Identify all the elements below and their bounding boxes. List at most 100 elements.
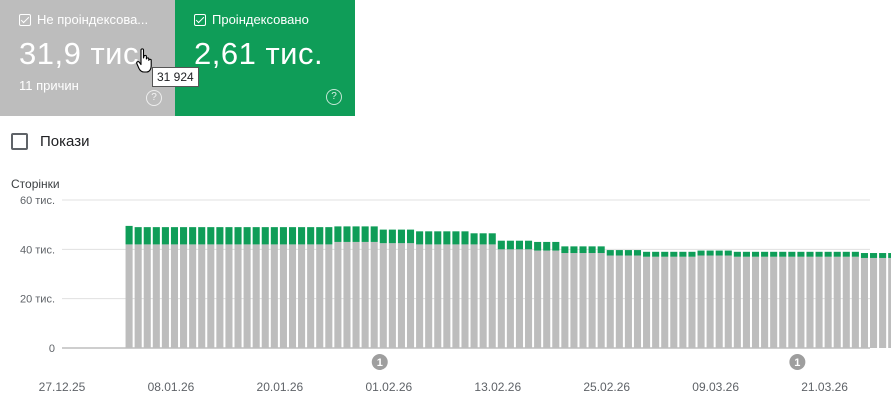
bar-indexed xyxy=(452,231,460,245)
indexed-help-icon[interactable]: ? xyxy=(326,89,342,105)
bar-nonindexed xyxy=(633,255,642,348)
bar-nonindexed xyxy=(779,256,787,348)
bar-nonindexed xyxy=(225,244,233,348)
annotation-marker[interactable] xyxy=(789,354,806,370)
indexed-card-header[interactable]: Проіндексовано xyxy=(194,12,309,27)
bar-nonindexed xyxy=(579,253,587,348)
y-tick-label: 60 тис. xyxy=(20,195,55,207)
nonindexed-checkbox-icon[interactable] xyxy=(19,13,31,26)
bar-indexed xyxy=(207,227,215,245)
bar-nonindexed xyxy=(161,244,169,348)
bar-nonindexed xyxy=(470,244,478,348)
bar-nonindexed xyxy=(697,255,705,348)
bar-indexed xyxy=(815,251,823,257)
bar-indexed xyxy=(406,229,415,244)
bar-nonindexed xyxy=(406,243,415,348)
indexed-checkbox-icon[interactable] xyxy=(194,13,206,26)
bar-nonindexed xyxy=(270,244,278,348)
bar-indexed xyxy=(615,250,623,256)
bar-indexed xyxy=(316,227,324,245)
bar-indexed xyxy=(706,250,714,256)
y-tick-label: 20 тис. xyxy=(20,294,55,306)
bar-nonindexed xyxy=(715,255,723,348)
bar-indexed xyxy=(624,250,632,256)
y-tick-label: 0 xyxy=(49,343,55,355)
bar-nonindexed xyxy=(597,253,605,348)
annotation-label: 1 xyxy=(794,357,800,369)
bar-indexed xyxy=(180,227,188,245)
bar-nonindexed xyxy=(770,256,778,348)
bar-nonindexed xyxy=(552,250,560,348)
x-tick-label: 13.02.26 xyxy=(474,380,521,394)
bar-indexed xyxy=(534,241,542,251)
bar-indexed xyxy=(779,251,787,257)
bar-indexed xyxy=(833,251,841,257)
x-tick-label: 09.03.26 xyxy=(692,380,739,394)
bar-nonindexed xyxy=(343,241,351,348)
bar-nonindexed xyxy=(851,256,859,348)
bar-nonindexed xyxy=(170,244,179,348)
bar-indexed xyxy=(643,251,651,257)
nonindexed-card-header[interactable]: Не проіндексова... xyxy=(19,12,148,27)
bar-indexed xyxy=(125,225,133,245)
bar-nonindexed xyxy=(751,256,760,348)
impressions-checkbox[interactable] xyxy=(11,133,28,150)
bar-indexed xyxy=(506,240,514,250)
bar-nonindexed xyxy=(397,243,405,348)
indexed-card-value: 2,61 тис. xyxy=(194,36,324,71)
bar-indexed xyxy=(579,246,587,254)
bar-indexed xyxy=(134,227,142,245)
bar-indexed xyxy=(842,251,850,257)
bar-nonindexed xyxy=(888,257,891,348)
bar-nonindexed xyxy=(670,256,678,348)
bar-indexed xyxy=(697,250,705,256)
bar-nonindexed xyxy=(761,256,769,348)
bar-indexed xyxy=(797,251,805,257)
y-axis-title: Сторінки xyxy=(11,177,60,191)
x-tick-label: 08.01.26 xyxy=(148,380,195,394)
bar-nonindexed xyxy=(606,255,614,348)
bar-indexed xyxy=(652,251,660,257)
bar-indexed xyxy=(361,226,369,242)
bar-indexed xyxy=(561,246,569,254)
bar-indexed xyxy=(488,233,496,245)
annotation-marker[interactable] xyxy=(371,354,388,370)
bar-indexed xyxy=(688,251,696,257)
bar-indexed xyxy=(161,227,169,245)
bar-indexed xyxy=(497,240,505,250)
bar-indexed xyxy=(470,233,478,245)
bar-nonindexed xyxy=(788,256,796,348)
bar-nonindexed xyxy=(379,243,387,348)
bar-indexed xyxy=(334,226,342,242)
bar-nonindexed xyxy=(679,256,687,348)
pages-chart[interactable]: 0 20 тис. 40 тис. 60 тис. 27.12.25 08.01.26 20… xyxy=(0,190,891,414)
bar-indexed xyxy=(515,240,524,250)
nonindexed-help-icon[interactable]: ? xyxy=(146,90,162,106)
nonindexed-card-label: Не проіндексова... xyxy=(37,12,149,27)
indexed-card-label: Проіндексовано xyxy=(212,12,309,27)
bar-nonindexed xyxy=(334,241,342,348)
bar-indexed xyxy=(279,227,287,245)
bar-indexed xyxy=(425,231,433,245)
bar-nonindexed xyxy=(824,256,832,348)
bar-indexed xyxy=(597,246,605,254)
bar-nonindexed xyxy=(570,253,578,348)
bar-indexed xyxy=(461,231,469,245)
impressions-toggle[interactable]: Покази xyxy=(11,133,89,150)
bar-nonindexed xyxy=(370,241,378,348)
bar-nonindexed xyxy=(134,244,142,348)
bar-indexed xyxy=(307,227,315,245)
bar-indexed xyxy=(860,253,868,258)
bar-indexed xyxy=(243,227,251,245)
bar-nonindexed xyxy=(243,244,251,348)
bar-nonindexed xyxy=(189,244,197,348)
value-tooltip: 31 924 xyxy=(152,67,199,87)
bar-indexed xyxy=(543,241,551,251)
bar-nonindexed xyxy=(515,249,524,348)
bar-nonindexed xyxy=(479,244,487,348)
bar-nonindexed xyxy=(860,257,868,348)
bar-nonindexed xyxy=(307,244,315,348)
bar-indexed xyxy=(806,251,814,257)
bar-indexed xyxy=(216,227,224,245)
indexed-card[interactable]: Проіндексовано 2,61 тис. ? xyxy=(175,0,355,116)
